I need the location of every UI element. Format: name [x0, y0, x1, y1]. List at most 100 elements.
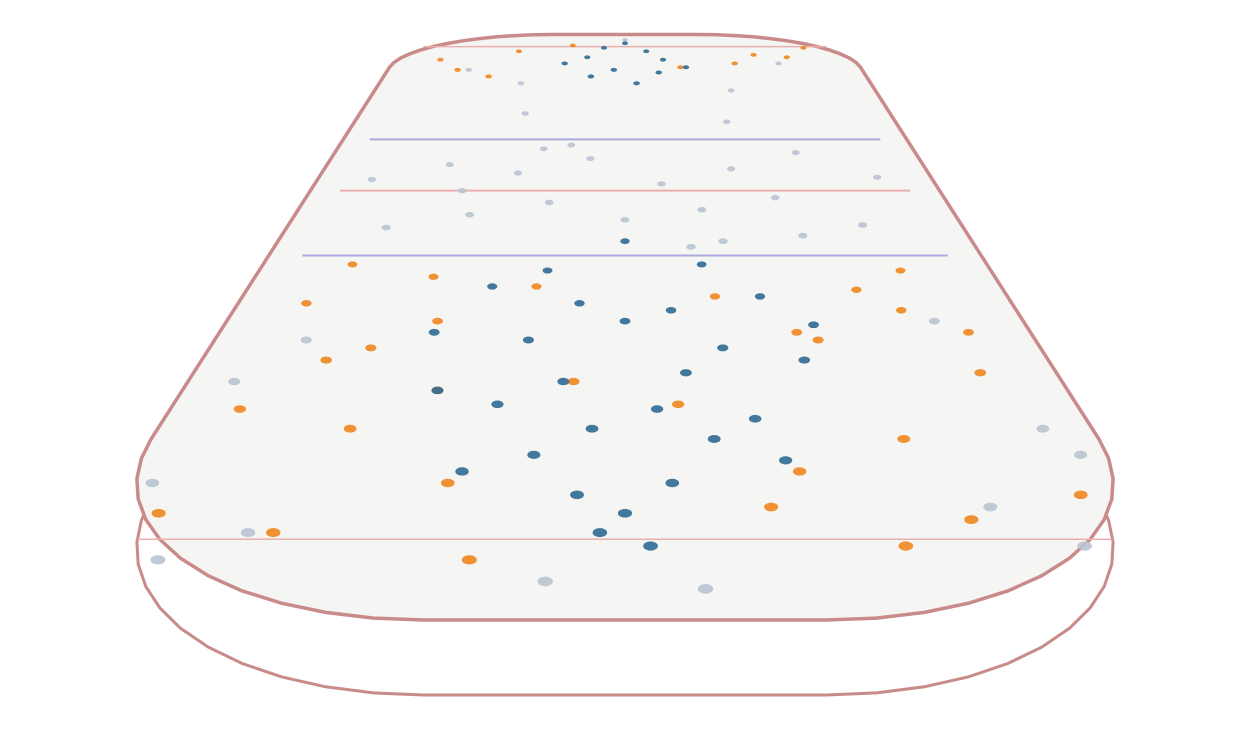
- shot-point: [792, 467, 807, 476]
- shot-point: [620, 238, 630, 245]
- shot-point: [228, 377, 241, 386]
- shot-point: [150, 555, 166, 565]
- shot-point: [320, 356, 332, 364]
- shot-point: [717, 344, 729, 352]
- shot-point: [240, 528, 256, 538]
- shot-point: [718, 238, 728, 245]
- shot-point: [557, 377, 570, 386]
- shot-point: [791, 150, 800, 156]
- shot-point: [851, 286, 862, 293]
- shot-point: [983, 502, 998, 512]
- shot-point: [300, 336, 312, 344]
- shot-point: [764, 502, 779, 512]
- shot-point: [750, 52, 757, 57]
- shot-point: [672, 400, 685, 409]
- shot-point: [365, 344, 377, 352]
- shot-point: [657, 181, 666, 187]
- shot-point: [600, 45, 608, 50]
- shot-point: [727, 88, 735, 93]
- shot-point: [783, 55, 790, 60]
- shot-point: [347, 261, 358, 268]
- shot-point: [622, 38, 628, 42]
- shot-point: [570, 490, 584, 500]
- shot-point: [440, 478, 455, 488]
- shot-point: [343, 424, 357, 433]
- shot-point: [381, 224, 391, 231]
- shot-point: [1074, 450, 1088, 459]
- shot-point: [574, 300, 585, 307]
- shot-point: [513, 170, 523, 176]
- shot-point: [650, 405, 664, 413]
- shot-point: [872, 174, 882, 180]
- shot-point: [610, 67, 618, 72]
- shot-point: [798, 356, 811, 364]
- shot-point: [754, 293, 766, 300]
- shot-point: [643, 49, 650, 54]
- shot-point: [544, 199, 554, 206]
- shot-point: [587, 74, 595, 79]
- shot-point: [748, 414, 762, 423]
- shot-point: [461, 555, 477, 565]
- shot-point: [521, 111, 529, 116]
- shot-point: [542, 267, 553, 274]
- shot-point: [791, 328, 803, 336]
- shot-point: [592, 528, 608, 538]
- shot-point: [964, 515, 979, 525]
- shot-point: [465, 211, 475, 218]
- shot-point: [928, 317, 940, 325]
- shot-point: [723, 119, 731, 125]
- shot-point: [731, 61, 738, 66]
- shot-point: [454, 67, 461, 72]
- shot-point: [445, 162, 454, 168]
- shot-point: [367, 176, 376, 183]
- shot-point: [779, 456, 793, 465]
- shot-point: [428, 328, 440, 336]
- shot-point: [895, 267, 906, 274]
- shot-point: [145, 478, 160, 488]
- shot-point: [491, 400, 504, 409]
- shot-point: [858, 222, 868, 228]
- shot-point: [1077, 541, 1092, 551]
- shot-point: [517, 81, 525, 86]
- shot-point: [686, 243, 696, 250]
- shot-point: [643, 541, 658, 551]
- shot-point: [897, 434, 911, 443]
- shot-point: [567, 142, 576, 148]
- shot-point: [800, 45, 807, 50]
- shot-point: [301, 300, 312, 307]
- shot-point: [633, 81, 640, 86]
- shot-point: [697, 206, 707, 213]
- shot-point: [659, 57, 667, 62]
- shot-point: [457, 188, 467, 194]
- shot-point: [455, 467, 469, 476]
- shot-point: [622, 41, 628, 46]
- shot-point: [974, 369, 987, 377]
- shot-point: [775, 61, 782, 66]
- shot-point: [962, 328, 974, 336]
- shot-point: [485, 74, 492, 79]
- shot-point: [567, 377, 580, 386]
- shot-point: [515, 49, 523, 54]
- shot-point: [428, 273, 439, 280]
- shot-point: [677, 65, 684, 70]
- shot-point: [527, 450, 541, 459]
- shot-point: [531, 283, 542, 290]
- shot-point: [727, 166, 736, 172]
- shot-point: [898, 541, 914, 551]
- shot-point: [808, 321, 819, 329]
- shot-point: [707, 434, 721, 443]
- shot-point: [465, 67, 472, 72]
- shot-point: [539, 146, 548, 152]
- shot-point: [584, 55, 591, 60]
- shot-point: [619, 317, 631, 325]
- shot-point: [697, 584, 714, 594]
- shot-point: [522, 336, 534, 344]
- shot-point: [586, 156, 595, 162]
- shot-point: [617, 508, 633, 518]
- ice-surface: [135, 32, 1115, 622]
- shot-point: [696, 261, 707, 268]
- shot-point: [437, 57, 444, 62]
- shot-point: [798, 232, 808, 239]
- shot-point: [709, 293, 721, 300]
